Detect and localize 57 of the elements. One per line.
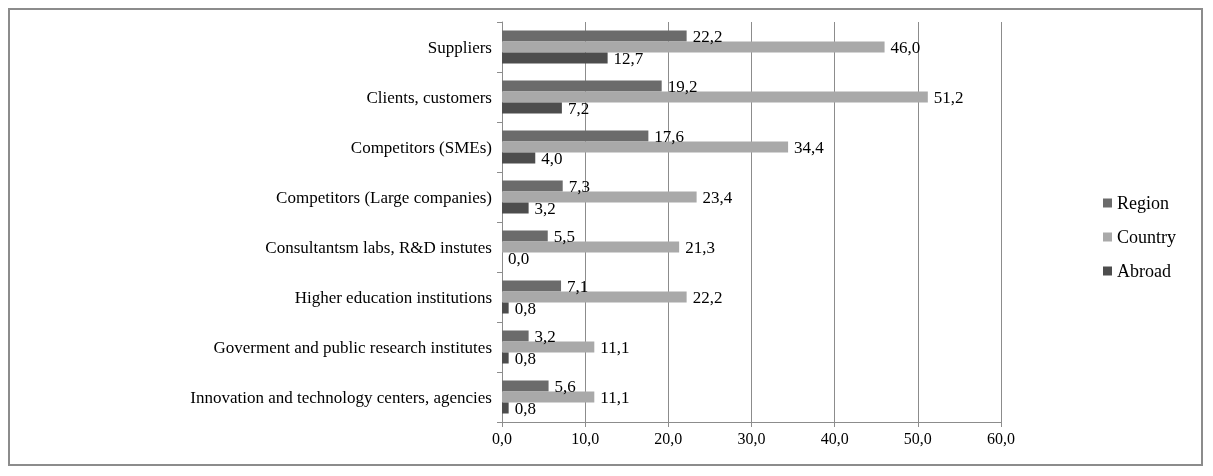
data-label: 46,0 xyxy=(890,37,921,57)
bar xyxy=(502,52,608,64)
data-label: 0,0 xyxy=(508,248,530,268)
data-label: 5,6 xyxy=(554,376,576,396)
data-label: 0,8 xyxy=(514,398,536,418)
y-tick-label: Consultantsm labs, R&D instutes xyxy=(265,237,492,257)
data-label: 7,3 xyxy=(568,176,590,196)
bar xyxy=(502,152,536,164)
x-tick-label: 0,0 xyxy=(492,429,512,447)
data-label: 5,5 xyxy=(553,226,575,246)
bar xyxy=(502,202,529,214)
y-tick-label: Suppliers xyxy=(427,37,492,57)
bar xyxy=(502,330,529,342)
x-tick-label: 40,0 xyxy=(820,429,849,447)
data-label: 0,8 xyxy=(514,348,536,368)
data-label: 21,3 xyxy=(685,237,715,257)
bar xyxy=(502,180,563,192)
data-label: 3,2 xyxy=(534,326,556,346)
bar xyxy=(502,280,562,292)
legend-label: Country xyxy=(1117,227,1177,247)
y-tick-label: Goverment and public research institutes xyxy=(213,337,492,357)
data-label: 22,2 xyxy=(692,287,723,307)
x-tick-label: 50,0 xyxy=(903,429,932,447)
legend-label: Region xyxy=(1117,193,1169,213)
data-label: 11,1 xyxy=(600,337,630,357)
y-tick-label: Higher education institutions xyxy=(294,287,492,307)
data-label: 22,2 xyxy=(692,26,723,46)
data-label: 34,4 xyxy=(794,137,825,157)
bar xyxy=(502,30,687,42)
data-label: 7,2 xyxy=(567,98,590,118)
data-label: 51,2 xyxy=(933,87,964,107)
x-tick-label: 30,0 xyxy=(737,429,766,447)
x-tick-label: 10,0 xyxy=(571,429,600,447)
bar xyxy=(502,102,562,114)
data-label: 7,1 xyxy=(567,276,589,296)
x-tick-label: 60,0 xyxy=(987,429,1015,447)
data-label: 11,1 xyxy=(600,387,630,407)
x-tick-label: 20,0 xyxy=(654,429,683,447)
data-label: 23,4 xyxy=(702,187,733,207)
y-tick-label: Competitors (Large companies) xyxy=(276,187,492,207)
bar xyxy=(502,302,509,314)
data-label: 0,8 xyxy=(514,298,536,318)
bar xyxy=(502,230,548,242)
data-label: 17,6 xyxy=(654,126,685,146)
data-label: 19,2 xyxy=(667,76,698,96)
bar xyxy=(502,402,509,414)
bar xyxy=(502,380,549,392)
data-label: 12,7 xyxy=(613,48,644,68)
data-label: 3,2 xyxy=(534,198,556,218)
legend-label: Abroad xyxy=(1117,261,1171,281)
y-tick-label: Innovation and technology centers, agencies xyxy=(190,387,492,407)
bar xyxy=(502,130,649,142)
bar xyxy=(502,352,509,364)
data-label: 4,0 xyxy=(541,148,563,168)
bar xyxy=(502,80,662,92)
y-tick-label: Clients, customers xyxy=(366,87,492,107)
y-tick-label: Competitors (SMEs) xyxy=(350,137,492,157)
